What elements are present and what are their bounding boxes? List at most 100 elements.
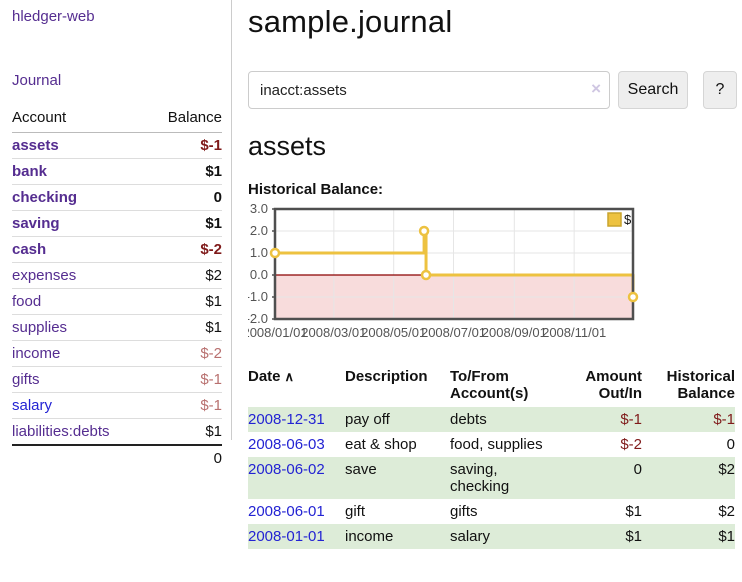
- transaction-description: income: [345, 528, 394, 545]
- account-balance: $1: [146, 210, 222, 237]
- svg-text:-1.0: -1.0: [248, 289, 268, 304]
- register-row: 2008-06-03 eat & shop food, supplies $-2 0: [248, 432, 735, 457]
- accounts-total-row: 0: [12, 444, 222, 471]
- transaction-amount: $1: [625, 528, 642, 545]
- search-button[interactable]: Search: [618, 71, 688, 109]
- account-balance: $-1: [146, 132, 222, 159]
- register-table: Date ∧ Description To/From Account(s) Amo…: [248, 365, 735, 549]
- account-link-checking[interactable]: checking: [12, 189, 78, 206]
- transaction-balance: $-1: [713, 411, 735, 428]
- svg-text:1.0: 1.0: [250, 245, 268, 260]
- transaction-description: save: [345, 461, 377, 478]
- transaction-date-link[interactable]: 2008-06-01: [248, 503, 325, 520]
- account-balance: $-2: [146, 340, 222, 367]
- transaction-description: gift: [345, 503, 366, 520]
- account-link-assets[interactable]: assets: [12, 137, 59, 154]
- register-row: 2008-01-01 income salary $1 $1: [248, 524, 735, 549]
- account-row: bank $1: [12, 158, 222, 185]
- transaction-balance: $2: [718, 503, 735, 520]
- register-header-row: Date ∧ Description To/From Account(s) Amo…: [248, 365, 735, 407]
- account-balance: $-1: [146, 366, 222, 393]
- transaction-date-link[interactable]: 2008-06-03: [248, 436, 325, 453]
- account-balance: $1: [146, 158, 222, 185]
- transaction-amount: $-1: [620, 411, 642, 428]
- account-row: income $-2: [12, 340, 222, 367]
- svg-text:2008/03/01: 2008/03/01: [301, 325, 366, 340]
- svg-text:2.0: 2.0: [250, 223, 268, 238]
- register-row: 2008-06-01 gift gifts $1 $2: [248, 499, 735, 524]
- register-header-date[interactable]: Date ∧: [248, 365, 345, 407]
- transaction-accounts: food, supplies: [450, 436, 543, 453]
- register-row: 2008-12-31 pay off debts $-1 $-1: [248, 407, 735, 432]
- svg-text:3.0: 3.0: [250, 203, 268, 216]
- account-row: liabilities:debts $1: [12, 418, 222, 446]
- account-link-food[interactable]: food: [12, 293, 42, 310]
- account-row: assets $-1: [12, 132, 222, 159]
- search-input[interactable]: [248, 71, 610, 109]
- account-balance: 0: [146, 184, 222, 211]
- svg-text:2008/11/01: 2008/11/01: [542, 325, 606, 340]
- transaction-date-link[interactable]: 2008-01-01: [248, 528, 325, 545]
- transaction-amount: 0: [633, 461, 642, 478]
- search-form: × Search ?: [248, 71, 738, 109]
- register-header-amount: Amount Out/In: [585, 368, 642, 402]
- account-balance: $1: [146, 418, 222, 446]
- account-balance: $1: [146, 288, 222, 315]
- date-header-label: Date: [248, 368, 281, 385]
- account-row: saving $1: [12, 210, 222, 237]
- account-link-expenses[interactable]: expenses: [12, 267, 77, 284]
- main-content: sample.journal × Search ? assets Histori…: [242, 0, 738, 549]
- account-link-bank[interactable]: bank: [12, 163, 48, 180]
- account-row: salary $-1: [12, 392, 222, 419]
- svg-text:-2.0: -2.0: [248, 311, 268, 326]
- transaction-date-link[interactable]: 2008-06-02: [248, 461, 325, 478]
- transaction-amount: $1: [625, 503, 642, 520]
- account-link-income[interactable]: income: [12, 345, 61, 362]
- search-input-wrap: ×: [248, 71, 610, 109]
- historical-balance-chart: $3.0 2.0 1.0 0.0 -1.0 -2.02008/01/012008/03/0…: [242, 201, 738, 345]
- accounts-header-account: Account: [12, 105, 147, 133]
- account-balance: $2: [146, 262, 222, 289]
- journal-link[interactable]: Journal: [12, 72, 62, 89]
- search-help-button[interactable]: ?: [703, 71, 737, 109]
- register-row: 2008-06-02 save saving, checking 0 $2: [248, 457, 735, 499]
- transaction-balance: $1: [718, 528, 735, 545]
- account-row: checking 0: [12, 184, 222, 211]
- account-row: gifts $-1: [12, 366, 222, 393]
- chart-title: Historical Balance:: [248, 181, 384, 198]
- account-link-cash[interactable]: cash: [12, 241, 47, 258]
- svg-text:2008/07/01: 2008/07/01: [421, 325, 486, 340]
- transaction-balance: 0: [726, 436, 735, 453]
- svg-text:0.0: 0.0: [250, 267, 268, 282]
- account-row: expenses $2: [12, 262, 222, 289]
- account-link-liabilities-debts[interactable]: liabilities:debts: [12, 423, 110, 440]
- svg-text:2008/01/01: 2008/01/01: [248, 325, 308, 340]
- transaction-amount: $-2: [620, 436, 642, 453]
- account-row: supplies $1: [12, 314, 222, 341]
- register-header-balance: Historical Balance: [666, 368, 735, 402]
- account-balance: $1: [146, 314, 222, 341]
- transaction-description: eat & shop: [345, 436, 417, 453]
- account-link-saving[interactable]: saving: [12, 215, 60, 232]
- accounts-header-row: Account Balance: [12, 105, 222, 133]
- account-heading: assets: [248, 131, 327, 161]
- transaction-accounts: gifts: [450, 503, 478, 520]
- account-link-gifts[interactable]: gifts: [12, 371, 40, 388]
- transaction-accounts: debts: [450, 411, 487, 428]
- sort-asc-icon: ∧: [284, 369, 295, 384]
- transaction-date-link[interactable]: 2008-12-31: [248, 411, 325, 428]
- account-link-supplies[interactable]: supplies: [12, 319, 68, 336]
- account-row: cash $-2: [12, 236, 222, 263]
- account-link-salary[interactable]: salary: [12, 397, 53, 414]
- svg-text:2008/05/01: 2008/05/01: [361, 325, 426, 340]
- account-balance: $-2: [146, 236, 222, 263]
- clear-search-icon[interactable]: ×: [591, 79, 601, 98]
- app-title-link[interactable]: hledger-web: [12, 8, 95, 25]
- accounts-table: Account Balance assets $-1 bank $1 checking 0…: [12, 105, 222, 471]
- chart-svg: $3.0 2.0 1.0 0.0 -1.0 -2.02008/01/012008/03/0…: [242, 201, 639, 340]
- register-header-accounts: To/From Account(s): [450, 368, 529, 402]
- svg-text:2008/09/01: 2008/09/01: [482, 325, 547, 340]
- sidebar: hledger-web Journal Account Balance asse…: [0, 0, 232, 471]
- transaction-description: pay off: [345, 411, 390, 428]
